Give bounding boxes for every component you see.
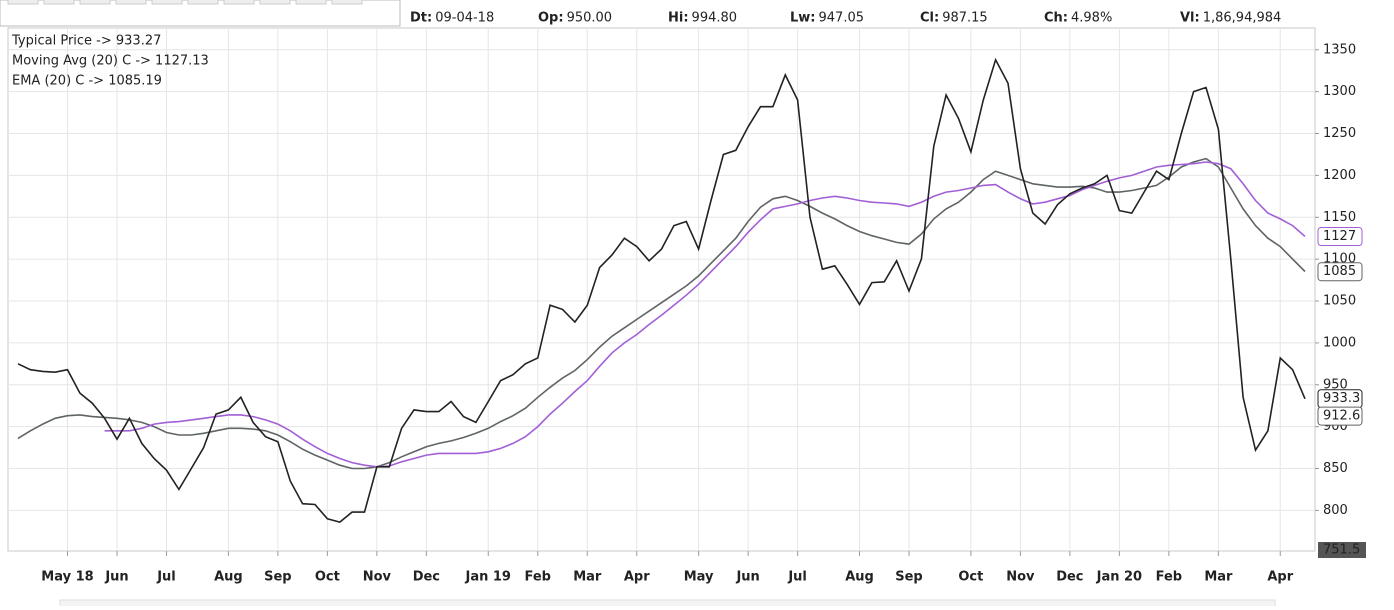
header-key: Op: [538, 11, 564, 26]
y-tick-label: 1250 [1323, 126, 1356, 141]
x-tick-label: Apr [1267, 570, 1293, 585]
tab[interactable] [259, 0, 291, 5]
header-value: 987.15 [942, 11, 988, 26]
y-tick-label: 1050 [1323, 294, 1356, 309]
grid [8, 28, 1319, 556]
tab[interactable] [79, 0, 111, 5]
series-line [104, 161, 1306, 468]
x-tick-label: Jun [104, 570, 128, 585]
header-key: Hi: [668, 11, 689, 26]
toolbar-tabs [0, 0, 401, 27]
header-key: Lw: [790, 11, 816, 26]
x-tick-label: Oct [958, 570, 983, 585]
legend-entry: Moving Avg (20) C -> 1127.13 [12, 54, 209, 69]
tab[interactable] [187, 0, 219, 5]
header-value: 947.05 [819, 11, 865, 26]
y-tick-label: 800 [1323, 503, 1348, 518]
y-limit-box [1318, 542, 1366, 558]
value-tag-box [1317, 227, 1363, 247]
value-tag-box [1317, 406, 1363, 426]
legend-entry: Typical Price -> 933.27 [11, 34, 161, 49]
tab[interactable] [43, 0, 75, 5]
plot-frame [7, 27, 1316, 552]
x-tick-label: Jun [735, 570, 759, 585]
header-value: 950.00 [567, 11, 613, 26]
header-key: Ch: [1044, 11, 1068, 26]
x-tick-label: May [684, 570, 714, 585]
x-tick-label: Nov [363, 570, 392, 585]
value-tag-label: 1085 [1323, 264, 1356, 279]
x-tick-label: Mar [573, 570, 602, 585]
y-limit-label: 751.5 [1323, 543, 1360, 558]
y-tick-label: 1150 [1323, 210, 1356, 225]
y-tick-label: 1200 [1323, 168, 1356, 183]
y-tick-label: 1000 [1323, 335, 1356, 350]
tab[interactable] [223, 0, 255, 5]
scrollbar[interactable] [59, 599, 1276, 610]
y-tick-label: 1350 [1323, 42, 1356, 57]
series-line [17, 57, 1306, 523]
tab[interactable] [151, 0, 183, 5]
value-tag-label: 1127 [1323, 229, 1356, 244]
x-tick-label: Oct [315, 570, 340, 585]
x-tick-label: Mar [1204, 570, 1233, 585]
x-tick-label: Sep [264, 570, 292, 585]
header-value: 994.80 [692, 11, 738, 26]
x-tick-label: Sep [895, 570, 923, 585]
x-tick-label: Apr [624, 570, 650, 585]
tab[interactable] [295, 0, 327, 5]
header-key: Vl: [1180, 11, 1200, 26]
x-tick-label: Dec [413, 570, 440, 585]
header-value: 09-04-18 [435, 11, 494, 26]
x-tick-label: Nov [1006, 570, 1035, 585]
tab[interactable] [331, 0, 363, 5]
header-key: Dt: [410, 11, 432, 26]
header-key: Cl: [920, 11, 939, 26]
value-tag-label: 912.6 [1323, 409, 1360, 424]
legend-entry: EMA (20) C -> 1085.19 [12, 74, 162, 89]
y-tick-label: 950 [1323, 377, 1348, 392]
value-tag-box [1317, 262, 1363, 282]
x-tick-label: Aug [845, 570, 874, 585]
x-tick-label: Jan 20 [1096, 570, 1142, 585]
x-tick-label: Feb [525, 570, 551, 585]
x-tick-label: Aug [214, 570, 243, 585]
y-tick-label: 850 [1323, 461, 1348, 476]
x-tick-label: May 18 [41, 570, 93, 585]
x-tick-label: Jul [787, 570, 807, 585]
series-lines [17, 57, 1306, 523]
tab[interactable] [7, 0, 39, 5]
x-tick-label: Dec [1056, 570, 1083, 585]
x-tick-label: Jan 19 [465, 570, 511, 585]
labels: Dt: 09-04-18 Op: 950.00 Hi: 994.80 Lw: 947.05 Cl… [11, 11, 1366, 585]
x-tick-label: Jul [156, 570, 176, 585]
y-tick-label: 1300 [1323, 84, 1356, 99]
header-value: 4.98% [1071, 11, 1112, 26]
header-value: 1,86,94,984 [1203, 11, 1282, 26]
x-tick-label: Feb [1156, 570, 1182, 585]
value-tag-label: 933.3 [1323, 391, 1360, 406]
tab[interactable] [115, 0, 147, 5]
